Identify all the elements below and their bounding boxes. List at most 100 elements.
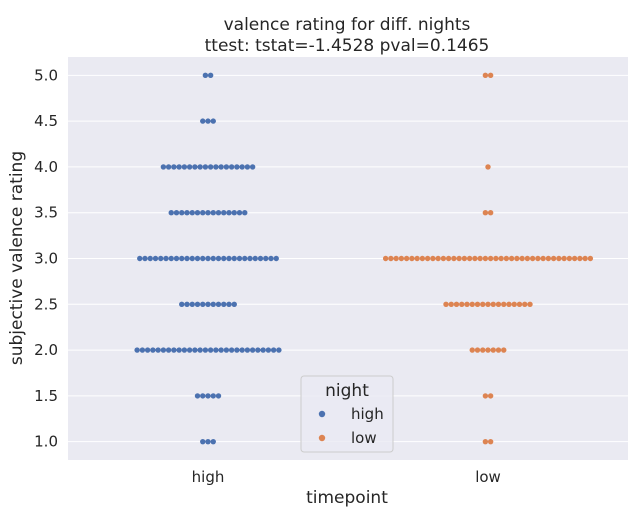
swarm-point-low [393,255,399,262]
swarm-point-low [456,255,462,262]
swarm-point-high [192,347,198,353]
swarm-point-low [487,393,494,399]
legend-label-high: high [351,405,384,423]
swarm-point-high [205,301,211,307]
y-tick-label: 3.0 [34,250,58,268]
swarm-point-low [514,255,520,262]
swarm-point-high [186,164,193,170]
swarm-point-low [495,301,502,307]
swarm-point-high [189,301,195,307]
swarm-point-high [210,255,216,262]
swarm-point-low [487,438,494,445]
swarm-point-low [550,255,557,262]
swarm-point-low [487,255,494,262]
swarm-point-high [210,210,216,216]
swarm-point-low [522,301,528,307]
swarm-point-low [482,72,489,79]
swarm-point-high [197,347,203,353]
swarm-point-high [260,347,266,353]
swarm-point-high [200,438,206,445]
swarm-point-high [197,164,203,170]
swarm-point-high [205,210,211,216]
swarm-point-high [189,255,195,262]
swarm-point-high [139,347,146,353]
y-axis-label: subjective valence rating [7,151,27,365]
swarm-point-high [200,301,206,307]
swarm-point-high [168,255,174,262]
swarm-point-high [213,164,219,170]
swarm-point-high [252,255,258,262]
y-tick-label: 3.5 [34,204,58,222]
swarm-point-high [163,255,169,262]
swarm-point-high [134,347,140,353]
swarm-point-low [435,255,441,262]
x-axis-ticks: high low [192,468,501,486]
swarm-point-low [388,255,394,262]
swarm-point-low [490,301,496,307]
y-tick-label: 5.0 [34,66,58,84]
x-tick-label: low [475,468,501,486]
y-tick-label: 1.5 [34,387,58,405]
swarm-point-high [228,164,235,170]
swarm-point-high [155,347,161,353]
swarm-point-high [205,118,211,124]
swarm-point-high [223,164,230,170]
swarm-point-low [424,255,431,262]
swarm-point-high [184,210,190,216]
swarm-point-high [179,210,185,216]
swarm-point-low [535,255,541,262]
swarm-point-high [244,164,251,170]
swarm-point-high [226,210,232,216]
swarm-point-low [453,301,460,307]
swarm-point-high [218,347,224,353]
swarm-point-low [501,301,507,307]
x-tick-label: high [192,468,225,486]
swarm-point-low [382,255,389,262]
swarm-point-high [194,301,201,307]
swarm-point-low [482,210,489,216]
y-tick-label: 4.5 [34,112,58,130]
swarm-point-high [210,301,216,307]
swarm-point-high [276,347,282,353]
swarm-point-high [213,347,219,353]
swarm-point-low [482,393,489,399]
swarm-point-high [207,164,214,170]
swarm-point-high [239,164,245,170]
swarm-point-high [221,255,227,262]
swarm-point-high [150,347,156,353]
swarm-point-high [179,255,185,262]
chart-title: valence rating for diff. nights [224,15,471,35]
swarm-point-high [231,301,237,307]
swarm-point-high [249,164,256,170]
swarm-point-low [403,255,410,262]
swarm-point-low [445,255,452,262]
swarm-point-high [184,301,190,307]
swarm-point-low [527,301,533,307]
swarm-point-high [221,210,227,216]
swarm-point-low [577,255,583,262]
y-axis-ticks: 1.0 1.5 2.0 2.5 3.0 3.5 4.0 4.5 5.0 [34,66,58,450]
legend: night high low [300,375,394,453]
swarm-point-low [498,255,504,262]
y-tick-label: 2.5 [34,295,58,313]
swarm-point-high [179,301,185,307]
swarm-point-high [200,393,206,399]
swarm-point-high [207,347,214,353]
swarm-point-low [556,255,562,262]
swarm-point-high [215,210,222,216]
swarm-point-high [205,393,211,399]
swarm-point-high [152,255,159,262]
swarm-point-high [223,347,230,353]
swarm-point-high [200,118,206,124]
swarm-point-high [158,255,164,262]
swarm-point-high [160,347,167,353]
swarm-point-high [144,347,151,353]
swarm-point-low [485,347,491,353]
swarm-point-high [160,164,167,170]
swarm-point-low [524,255,531,262]
swarm-point-low [440,255,447,262]
x-axis-label: timepoint [306,488,388,508]
swarm-point-low [469,301,475,307]
swarm-point-low [398,255,405,262]
swarm-point-low [448,301,454,307]
